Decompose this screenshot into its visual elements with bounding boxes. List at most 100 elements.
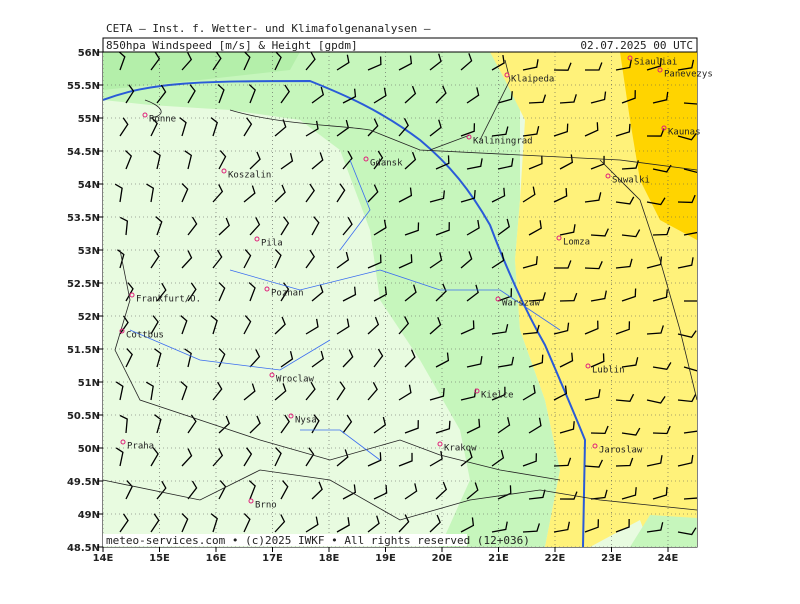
- wind-barb: [187, 282, 197, 302]
- lat-label: 51N: [78, 378, 100, 389]
- wind-barb: [590, 290, 607, 302]
- lon-label: 23E: [601, 553, 622, 564]
- wind-barb: [429, 388, 445, 401]
- wind-barb: [145, 381, 154, 401]
- title: 850hpa Windspeed [m/s] & Height [gpdm]: [106, 39, 358, 52]
- wind-barb: [305, 52, 316, 71]
- wind-barb: [115, 447, 124, 467]
- wind-barb: [435, 222, 450, 236]
- wind-barb: [497, 218, 511, 236]
- city-marker: [254, 236, 260, 242]
- wind-barb: [553, 123, 569, 137]
- wind-barb: [280, 480, 289, 500]
- lat-label: 54.5N: [67, 147, 100, 158]
- wind-barb: [311, 481, 323, 500]
- wind-barb: [621, 288, 637, 302]
- city-label: Krakow: [444, 444, 477, 454]
- wind-barb: [187, 216, 198, 236]
- wind-barb: [528, 354, 544, 368]
- wind-barb: [342, 88, 357, 104]
- city-label: Pila: [261, 239, 283, 249]
- wind-barb: [677, 59, 695, 71]
- wind-barb: [305, 183, 315, 203]
- wind-barb: [243, 185, 256, 203]
- lat-label: 48.5N: [67, 543, 100, 554]
- wind-barb: [621, 160, 639, 170]
- wind-barb: [210, 315, 218, 335]
- city-label: Frankfurt/O.: [136, 295, 201, 305]
- wind-barb: [212, 249, 223, 269]
- wind-barb: [336, 449, 349, 467]
- city-label: Warszaw: [502, 299, 541, 309]
- wind-barb: [125, 150, 133, 170]
- wind-barb: [652, 226, 671, 236]
- wind-barb: [466, 482, 479, 500]
- wind-barb: [559, 154, 574, 170]
- wind-barb: [590, 353, 605, 368]
- wind-barb: [243, 513, 251, 533]
- wind-barb: [184, 348, 192, 368]
- wind-barb: [398, 384, 412, 401]
- wind-barb: [677, 257, 694, 269]
- lat-label: 53N: [78, 246, 100, 257]
- wind-barb: [305, 120, 319, 137]
- wind-barb: [342, 150, 353, 170]
- wind-barb: [677, 330, 697, 338]
- wind-barb: [274, 119, 287, 137]
- wind-barb: [652, 91, 669, 104]
- wind-barb: [305, 318, 319, 335]
- lon-label: 15E: [149, 553, 170, 564]
- valid-time: 02.07.2025 00 UTC: [580, 39, 693, 52]
- lat-label: 55.5N: [67, 81, 100, 92]
- wind-barb: [125, 480, 133, 500]
- city-label: Nysa: [295, 416, 317, 426]
- lon-label: 14E: [93, 553, 114, 564]
- wind-barb: [181, 250, 193, 269]
- wind-barb: [243, 117, 253, 137]
- wind-barb: [491, 126, 509, 137]
- wind-barb: [646, 395, 666, 404]
- wind-barb: [398, 118, 409, 137]
- wind-barb: [559, 352, 574, 368]
- wind-barb: [150, 447, 159, 467]
- wind-barb: [274, 514, 286, 533]
- wind-barb: [311, 414, 320, 434]
- footer: meteo-services.com • (c)2025 IWKF • All …: [106, 534, 530, 547]
- wind-barb: [522, 256, 538, 269]
- wind-barb: [249, 151, 261, 170]
- wind-barb: [528, 94, 547, 104]
- wind-barb: [280, 153, 294, 170]
- wind-barb: [553, 521, 570, 533]
- wind-barb: [429, 317, 442, 335]
- wind-barb: [218, 415, 230, 434]
- city-label: Brno: [255, 501, 277, 511]
- wind-barb: [621, 229, 641, 238]
- lon-label: 16E: [206, 553, 227, 564]
- city-label: Siauliai: [634, 58, 677, 68]
- wind-barb: [118, 52, 126, 71]
- wind-barb: [150, 117, 158, 137]
- city-marker: [585, 363, 591, 369]
- city-marker: [504, 72, 510, 78]
- wind-barb: [497, 417, 511, 434]
- wind-barb: [305, 516, 319, 533]
- wind-barb: [677, 394, 697, 403]
- wind-barb: [248, 480, 256, 500]
- wind-barb: [615, 393, 635, 403]
- wind-barb: [646, 128, 665, 137]
- wind-barb: [154, 414, 162, 434]
- wind-barb: [404, 483, 418, 500]
- city-marker: [221, 168, 227, 174]
- wind-barb: [150, 315, 159, 335]
- wind-barb: [342, 286, 357, 302]
- wind-barb: [156, 480, 167, 500]
- wind-barb: [528, 155, 543, 170]
- wind-barb: [367, 184, 379, 203]
- wind-barb: [522, 523, 541, 533]
- city-marker: [474, 388, 480, 394]
- wind-barb: [274, 249, 282, 269]
- wind-barb: [248, 282, 256, 302]
- wind-barb: [429, 53, 442, 71]
- header-bar: [102, 37, 698, 53]
